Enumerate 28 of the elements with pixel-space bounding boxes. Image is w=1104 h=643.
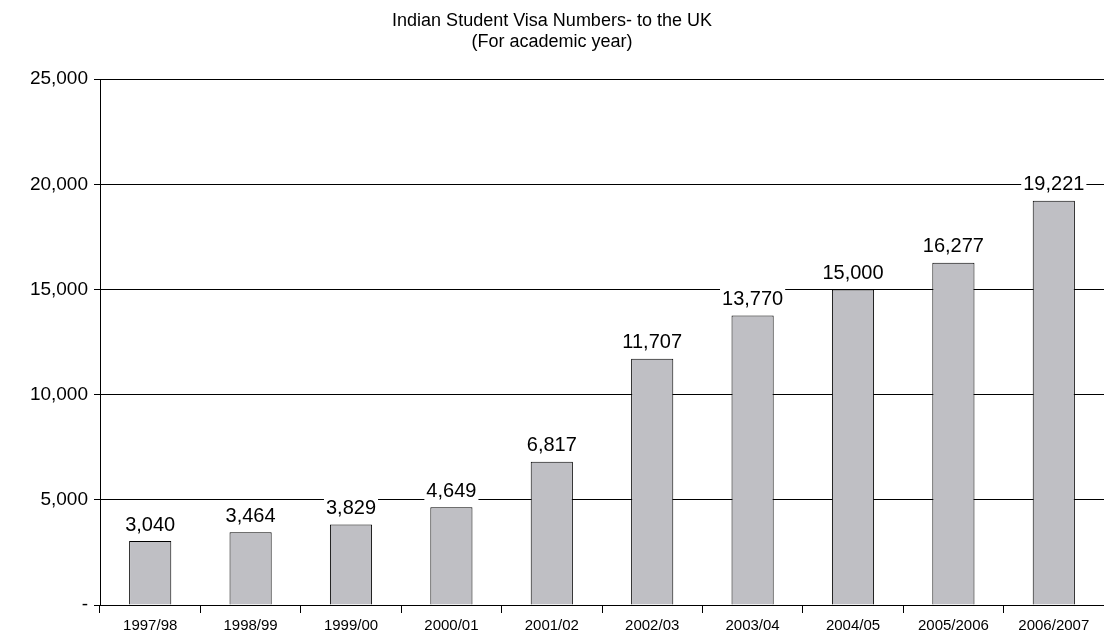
x-tick-label: 1997/98 [123, 616, 178, 634]
y-tick-label: 15,000 [29, 277, 88, 299]
x-tick-label: 2004/05 [825, 616, 881, 634]
data-label: 3,829 [325, 495, 377, 518]
data-label: 19,221 [1023, 172, 1085, 195]
x-tick-label: 2006/2007 [1018, 616, 1090, 634]
x-tick-label: 2002/03 [625, 616, 680, 634]
x-tick-label: 1998/99 [223, 616, 278, 634]
data-label: 16,277 [922, 234, 984, 257]
chart-subtitle: (For academic year) [471, 31, 633, 52]
x-tick-label: 2001/02 [524, 616, 579, 634]
chart-title: Indian Student Visa Numbers- to the UK [392, 9, 712, 30]
y-tick-label: 5,000 [40, 488, 88, 510]
x-tick-label: 1999/00 [323, 616, 379, 634]
data-label: 4,649 [426, 478, 477, 501]
y-tick-label: 20,000 [29, 172, 88, 194]
x-tick-label: 2000/01 [424, 616, 479, 634]
data-label: 15,000 [822, 261, 884, 284]
data-label: 3,464 [225, 503, 276, 526]
y-tick-label: 10,000 [29, 382, 88, 404]
x-tick-label: 2005/2006 [917, 616, 989, 634]
data-label: 11,707 [622, 330, 683, 353]
y-tick-label: - [81, 593, 88, 615]
data-label: 13,770 [722, 286, 784, 309]
x-tick-label: 2003/04 [725, 616, 780, 634]
data-label: 6,817 [526, 433, 577, 456]
y-tick-label: 25,000 [29, 67, 88, 89]
data-label: 3,040 [125, 512, 176, 535]
